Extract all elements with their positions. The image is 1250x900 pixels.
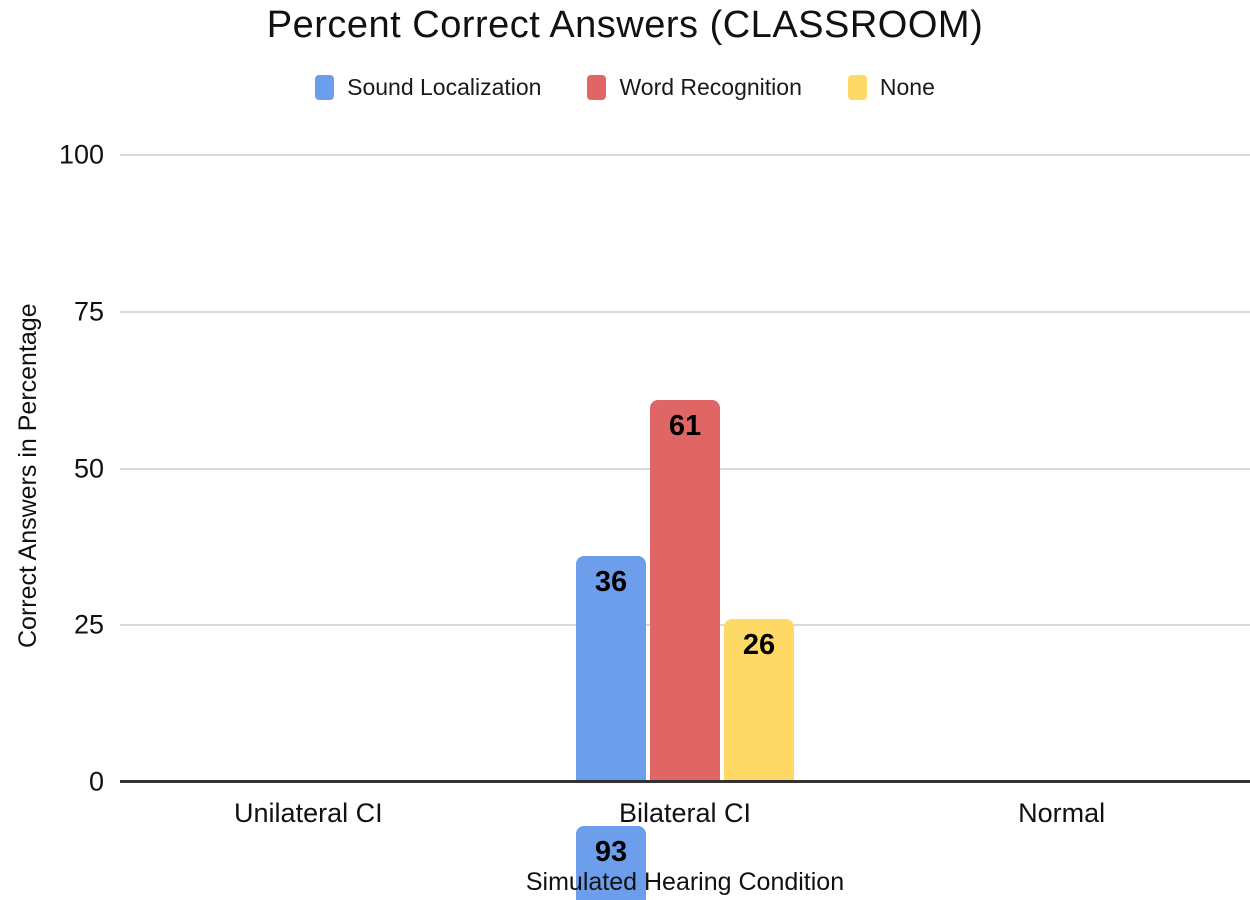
legend-swatch-icon	[847, 75, 867, 100]
x-tick-label-normal: Normal	[1018, 798, 1106, 828]
bar-word-recognition-unilateral-ci: 61	[650, 399, 720, 782]
gridline-100	[120, 154, 1250, 156]
x-axis-baseline	[120, 780, 1250, 783]
bar-value-label: 93	[594, 835, 628, 868]
y-tick-label-75: 75	[73, 296, 104, 327]
legend-label: Sound Localization	[347, 74, 542, 100]
legend-swatch-icon	[315, 75, 335, 100]
y-tick-label-0: 0	[88, 766, 104, 797]
y-tick-label-25: 25	[73, 609, 104, 640]
bar-sound-localization-bilateral-ci: 93	[576, 825, 646, 900]
chart-title: Percent Correct Answers (CLASSROOM)	[266, 4, 984, 46]
y-axis-title: Correct Answers in Percentage	[14, 303, 42, 648]
bar-value-label: 61	[668, 409, 702, 442]
bar-none-unilateral-ci: 26	[724, 618, 794, 782]
bar-group-unilateral-ci: 36 61 26	[120, 155, 1250, 782]
bar-rect	[576, 556, 646, 782]
x-axis-title: Simulated Hearing Condition	[525, 868, 845, 896]
legend-label: Word Recognition	[619, 74, 802, 100]
bar-value-label: 26	[742, 628, 776, 661]
x-axis-labels: Unilateral CI Bilateral CI Normal	[120, 798, 1250, 829]
legend-swatch-icon	[587, 75, 607, 100]
bar-value-label: 36	[594, 566, 628, 599]
legend-item-none: None	[847, 74, 935, 101]
bar-group-bilateral-ci: 93732	[120, 782, 1250, 900]
y-tick-label-100: 100	[58, 139, 104, 170]
legend-label: None	[879, 74, 935, 100]
x-tick-label-bilateral-ci: Bilateral CI	[618, 798, 752, 828]
bar-groups: 36612693732100920	[120, 155, 1250, 900]
legend: Sound Localization Word Recognition None	[0, 74, 1250, 101]
y-tick-label-50: 50	[73, 453, 104, 483]
x-tick-label-unilateral-ci: Unilateral CI	[234, 798, 383, 828]
legend-item-word-recognition: Word Recognition	[587, 74, 802, 101]
gridline-75	[120, 310, 1250, 313]
bar-rect	[576, 825, 646, 900]
bar-rect	[724, 618, 794, 782]
legend-item-sound-localization: Sound Localization	[315, 74, 541, 101]
bar-sound-localization-unilateral-ci: 36	[576, 556, 646, 782]
bar-rect	[650, 399, 720, 782]
